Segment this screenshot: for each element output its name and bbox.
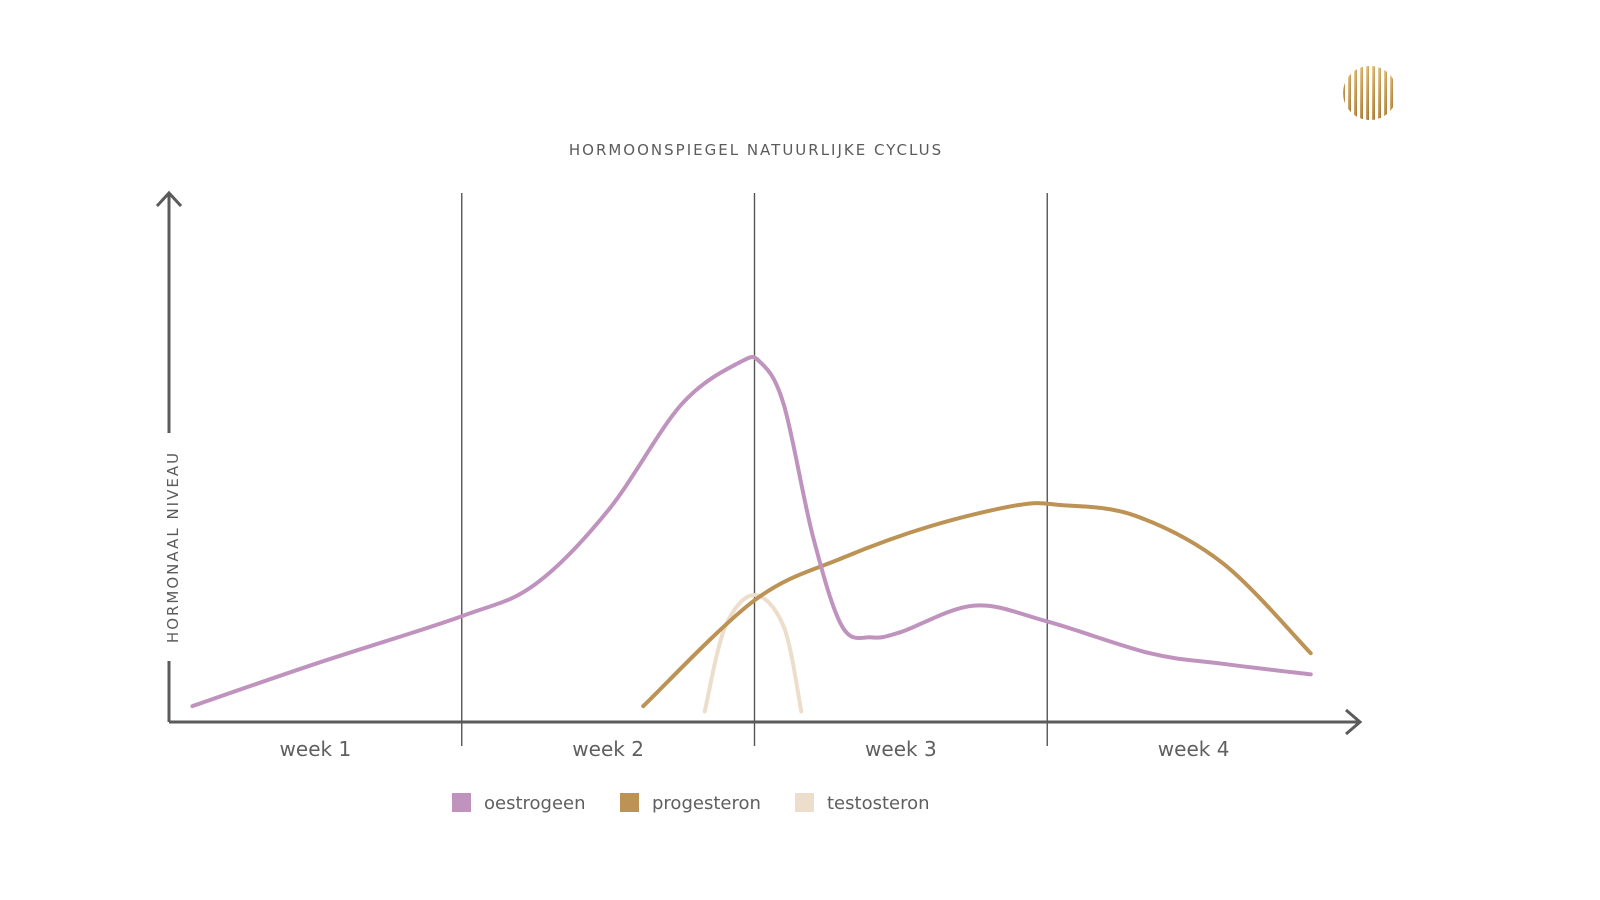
x-axis-arrow-head: [1345, 708, 1363, 736]
legend-label-progesteron: progesteron: [652, 793, 761, 814]
x-tick-label-week-3: week 3: [865, 737, 937, 761]
series-line-testosteron: [702, 593, 804, 714]
legend-swatch-oestrogeen: [452, 793, 471, 812]
legend-swatch-testosteron: [795, 793, 814, 812]
legend-item-progesteron: progesteron: [620, 793, 761, 814]
chart-title: HORMOONSPIEGEL NATUURLIJKE CYCLUS: [569, 141, 943, 159]
series-line-progesteron: [641, 501, 1313, 709]
week-divider-lines: [461, 193, 1048, 746]
series-line-oestrogeen: [190, 355, 1313, 709]
legend-item-oestrogeen: oestrogeen: [452, 793, 586, 814]
y-axis-label-background: [160, 433, 180, 661]
y-axis-arrow-head: [155, 190, 183, 208]
legend-item-testosteron: testosteron: [795, 793, 930, 814]
legend-swatch-progesteron: [620, 793, 639, 812]
legend-label-oestrogeen: oestrogeen: [484, 793, 586, 814]
series-lines: [190, 355, 1313, 714]
x-tick-label-week-4: week 4: [1158, 737, 1230, 761]
x-tick-labels: week 1 week 2 week 3 week 4: [280, 737, 1230, 761]
x-tick-label-week-2: week 2: [572, 737, 644, 761]
chart-axes: [155, 190, 1363, 736]
chart-legend: oestrogeen progesteron testosteron: [452, 793, 930, 814]
legend-label-testosteron: testosteron: [827, 793, 930, 814]
y-axis-label: HORMONAAL NIVEAU: [164, 451, 182, 643]
x-tick-label-week-1: week 1: [280, 737, 352, 761]
brand-logo: [1343, 66, 1393, 120]
